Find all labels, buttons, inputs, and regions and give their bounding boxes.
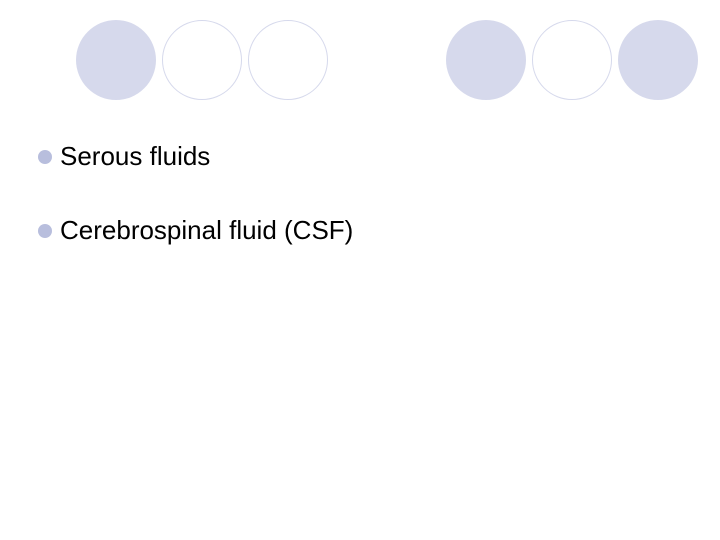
bullet-text: Cerebrospinal fluid (CSF)	[60, 216, 353, 246]
bullet-text: Serous fluids	[60, 142, 210, 172]
circle-icon	[532, 20, 612, 100]
circle-icon	[76, 20, 156, 100]
slide: Serous fluids Cerebrospinal fluid (CSF)	[0, 0, 720, 540]
bullet-dot-icon	[38, 150, 52, 164]
circle-icon	[248, 20, 328, 100]
bullet-list: Serous fluids Cerebrospinal fluid (CSF)	[38, 142, 353, 290]
header-circle-group-right	[446, 20, 698, 100]
circle-icon	[446, 20, 526, 100]
list-item: Cerebrospinal fluid (CSF)	[38, 216, 353, 246]
bullet-dot-icon	[38, 224, 52, 238]
header-circle-row	[0, 20, 720, 100]
circle-icon	[162, 20, 242, 100]
list-item: Serous fluids	[38, 142, 353, 172]
header-circle-group-left	[76, 20, 328, 100]
circle-icon	[618, 20, 698, 100]
